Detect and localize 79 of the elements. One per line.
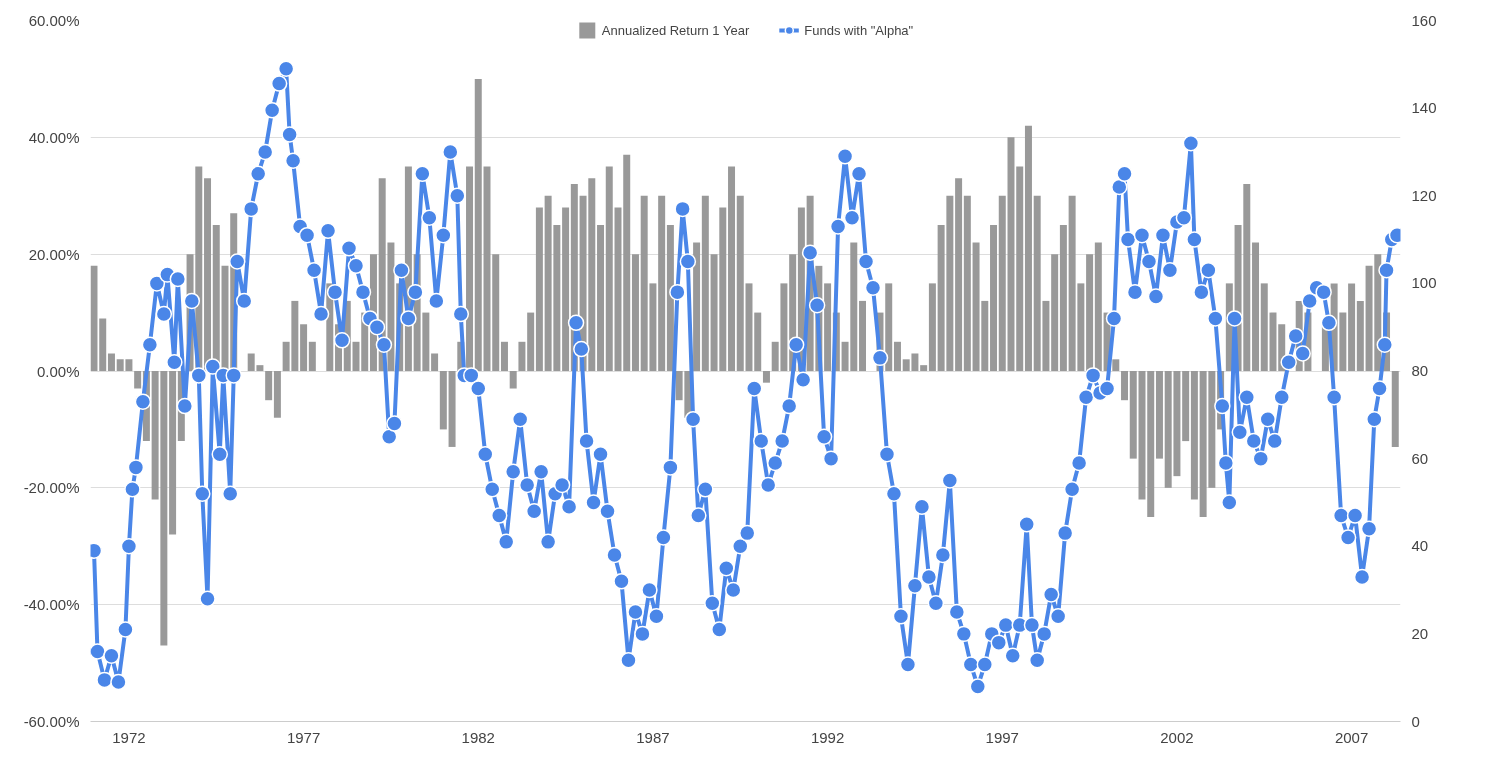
bar (1391, 371, 1399, 447)
y-tick-label: 60.00% (28, 12, 80, 29)
y-tick-label: 0.00% (36, 362, 80, 380)
bar (736, 195, 744, 371)
bar (754, 312, 762, 371)
y2-tick-label: 60 (1411, 449, 1429, 467)
y-tick-label: -20.00% (23, 479, 80, 497)
x-tick-label: 1992 (810, 728, 845, 746)
bar (963, 195, 971, 371)
bar (605, 166, 613, 371)
bar (1182, 371, 1190, 442)
x-tick-label: 1987 (636, 728, 670, 746)
bar (824, 283, 832, 371)
y2-tick-label: 0 (1411, 712, 1420, 730)
bar (623, 154, 631, 371)
x-tick-label: 1972 (112, 728, 146, 746)
bar (1024, 125, 1032, 371)
y-tick-label: -40.00% (23, 596, 80, 614)
y2-tick-label: 100 (1411, 274, 1437, 292)
bar (1155, 371, 1163, 459)
bar (265, 371, 273, 401)
bar (1190, 371, 1198, 500)
bar (273, 371, 281, 418)
y2-tick-label: 160 (1411, 11, 1437, 29)
bar (1121, 371, 1129, 401)
bar (492, 254, 500, 371)
y2-tick-label: 140 (1411, 99, 1437, 117)
y2-tick-label: 80 (1411, 362, 1429, 379)
bar (300, 324, 308, 371)
bar (1252, 242, 1260, 371)
bar (527, 312, 535, 371)
bar (99, 318, 107, 371)
bar (1260, 283, 1268, 371)
bar (134, 371, 142, 389)
bar (859, 300, 867, 371)
x-tick-label: 1982 (461, 728, 495, 746)
bar (518, 341, 526, 371)
bar (1059, 224, 1067, 371)
bar (500, 341, 508, 371)
y2-tick-label: 40 (1411, 537, 1429, 555)
x-tick-label: 1997 (985, 728, 1019, 746)
y2-tick-label: 20 (1411, 624, 1429, 642)
bar (1051, 254, 1059, 371)
y2-tick-label: 120 (1411, 186, 1437, 204)
bar (107, 353, 115, 371)
bar (658, 195, 666, 371)
x-tick-label: 2007 (1334, 728, 1369, 746)
bar (1147, 371, 1155, 518)
bar (955, 178, 963, 371)
bar (1112, 359, 1120, 371)
bar (762, 371, 770, 383)
bar (998, 195, 1006, 371)
bar (597, 224, 605, 371)
bar (439, 371, 447, 430)
bar (448, 371, 456, 447)
legend-label: Funds with "Alpha" (804, 22, 914, 38)
bar (308, 341, 316, 371)
bar (920, 365, 928, 371)
bar (1356, 300, 1364, 371)
bar (728, 166, 736, 371)
bar (535, 207, 543, 371)
y-tick-label: -60.00% (23, 713, 80, 730)
bar (928, 283, 936, 371)
bar (431, 353, 439, 371)
legend-label: Annualized Return 1 Year (601, 22, 750, 38)
bar (701, 195, 709, 371)
bar (509, 371, 517, 389)
bar (990, 224, 998, 371)
x-tick-label: 1977 (286, 728, 321, 746)
y-tick-label: 40.00% (28, 128, 80, 146)
y-tick-label: 20.00% (28, 245, 80, 263)
bar (893, 341, 901, 371)
bar (562, 207, 570, 371)
bar (693, 242, 701, 371)
x-tick-label: 2002 (1160, 728, 1194, 746)
bar (1348, 283, 1356, 371)
bar (1016, 166, 1024, 371)
bar (631, 254, 639, 371)
bar (1129, 371, 1137, 459)
